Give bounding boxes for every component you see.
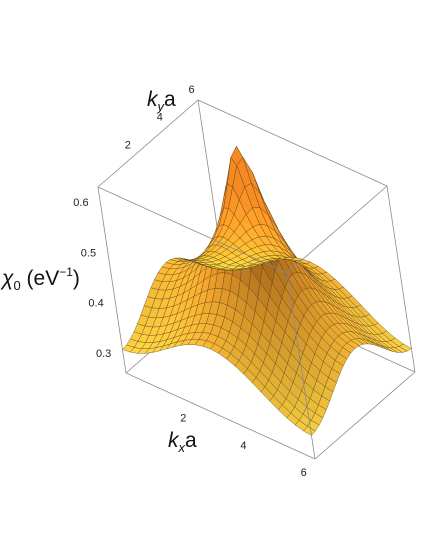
z-axis-label: χ0 (eV−1): [0, 265, 80, 293]
z-tick-label: 0.3: [96, 348, 111, 360]
box-edge: [97, 186, 288, 274]
x-axis-label: kxa: [168, 429, 197, 455]
y-tick-label: 2: [125, 139, 131, 151]
z-tick-label: 0.4: [88, 298, 103, 310]
surface-patch: [217, 262, 231, 268]
x-tick-label: 2: [180, 412, 186, 424]
box-edge: [197, 99, 388, 187]
box-edge: [286, 185, 388, 274]
y-axis-label: kya: [147, 88, 176, 114]
y-tick-label: 6: [189, 84, 195, 96]
z-tick-label: 0.5: [81, 247, 96, 259]
y-tick-label: 4: [157, 112, 163, 124]
box-edge: [314, 371, 416, 460]
x-tick-label: 4: [240, 440, 246, 452]
chi0-surface: [122, 145, 412, 436]
x-tick-label: 6: [301, 467, 307, 479]
box-edge: [286, 272, 316, 460]
bounding-box-front: [97, 99, 416, 460]
box-edge: [97, 99, 199, 188]
box-edge: [125, 372, 316, 460]
box-edge: [97, 186, 127, 374]
z-tick-label: 0.6: [73, 197, 88, 209]
box-edge: [386, 185, 416, 373]
tick-labels: 2 4 6 2 4 6 0.3 0.4 0.5 0.6: [73, 84, 306, 479]
